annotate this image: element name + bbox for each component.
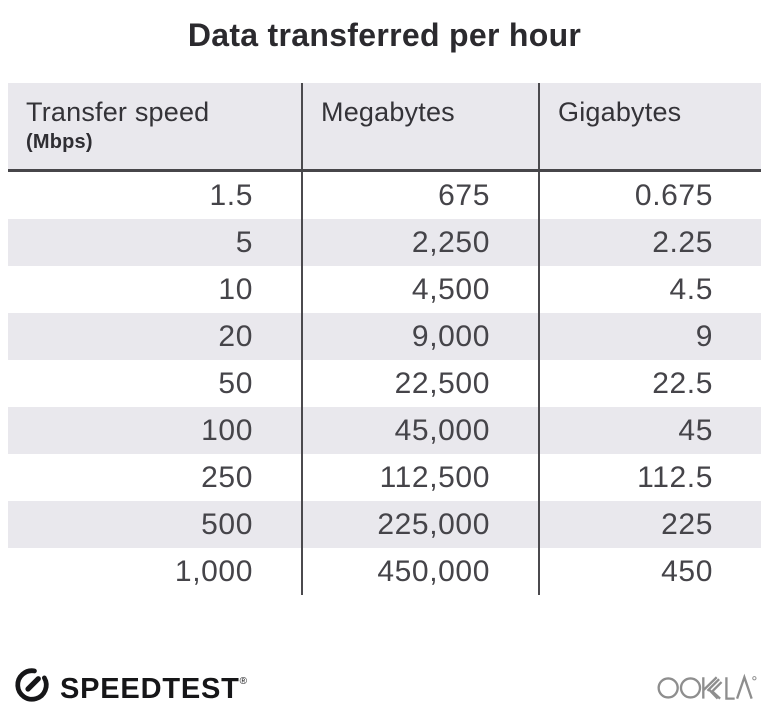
table-row: 20 9,000 9 xyxy=(8,313,761,360)
table-cell-megabytes: 225,000 xyxy=(303,501,540,548)
table-cell-gigabytes: 4.5 xyxy=(669,273,713,306)
table-cell-megabytes: 450,000 xyxy=(303,548,540,595)
table-cell-gigabytes: 225 xyxy=(661,508,713,541)
table-cell-speed: 50 xyxy=(8,360,303,407)
table-cell-speed: 20 xyxy=(8,313,303,360)
column-header-gigabytes: Gigabytes xyxy=(540,83,761,169)
table-cell-megabytes: 4,500 xyxy=(303,266,540,313)
table-cell-speed: 250 xyxy=(8,454,303,501)
table-cell-megabytes: 45,000 xyxy=(303,407,540,454)
table-row: 5 2,250 2.25 xyxy=(8,219,761,266)
column-header-transfer-speed: Transfer speed (Mbps) xyxy=(8,83,303,169)
table-cell-megabytes: 675 xyxy=(303,172,540,219)
footer: SPEEDTEST® xyxy=(13,663,757,707)
table-cell-speed: 1,000 xyxy=(8,548,303,595)
table-cell-megabytes: 112,500 xyxy=(303,454,540,501)
table-cell-speed: 1.5 xyxy=(8,172,303,219)
table-cell-megabytes: 2,250 xyxy=(303,219,540,266)
column-header-label: Transfer speed xyxy=(26,97,210,127)
table-cell-megabytes: 9,000 xyxy=(303,313,540,360)
table-row: 250 112,500 112.5 xyxy=(8,454,761,501)
table-cell-gigabytes: 22.5 xyxy=(652,367,713,400)
table-cell-gigabytes: 0.675 xyxy=(634,179,713,212)
column-header-megabytes: Megabytes xyxy=(303,83,540,169)
column-header-label: Gigabytes xyxy=(558,97,682,127)
data-table: Transfer speed (Mbps) Megabytes Gigabyte… xyxy=(8,83,761,595)
table-row: 1.5 675 0.675 xyxy=(8,172,761,219)
table-cell-gigabytes: 450 xyxy=(661,555,713,588)
table-cell-speed: 100 xyxy=(8,407,303,454)
table-row: 1,000 450,000 450 xyxy=(8,548,761,595)
column-header-unit: (Mbps) xyxy=(26,131,93,153)
table-cell-gigabytes: 9 xyxy=(695,320,713,353)
table-cell-megabytes: 22,500 xyxy=(303,360,540,407)
ookla-logo xyxy=(657,669,757,702)
table-cell-speed: 500 xyxy=(8,501,303,548)
table-row: 100 45,000 45 xyxy=(8,407,761,454)
registered-mark: ® xyxy=(239,675,248,687)
table-cell-gigabytes: 45 xyxy=(678,414,713,447)
speedtest-logo: SPEEDTEST® xyxy=(13,663,247,708)
speedtest-wordmark: SPEEDTEST® xyxy=(60,672,248,705)
table-cell-speed: 5 xyxy=(8,219,303,266)
table-cell-gigabytes: 112.5 xyxy=(637,461,713,494)
table-cell-gigabytes: 2.25 xyxy=(652,226,713,259)
page-title: Data transferred per hour xyxy=(187,17,582,53)
speedtest-gauge-icon xyxy=(15,668,49,702)
table-cell-speed: 10 xyxy=(8,266,303,313)
table-body: 1.5 675 0.675 5 2,250 2.25 10 4,500 4.5 … xyxy=(8,172,761,595)
table-row: 500 225,000 225 xyxy=(8,501,761,548)
ookla-wordmark-icon xyxy=(657,673,757,700)
table-row: 50 22,500 22.5 xyxy=(8,360,761,407)
table-header-row: Transfer speed (Mbps) Megabytes Gigabyte… xyxy=(8,83,761,172)
table-row: 10 4,500 4.5 xyxy=(8,266,761,313)
column-header-label: Megabytes xyxy=(321,97,455,127)
